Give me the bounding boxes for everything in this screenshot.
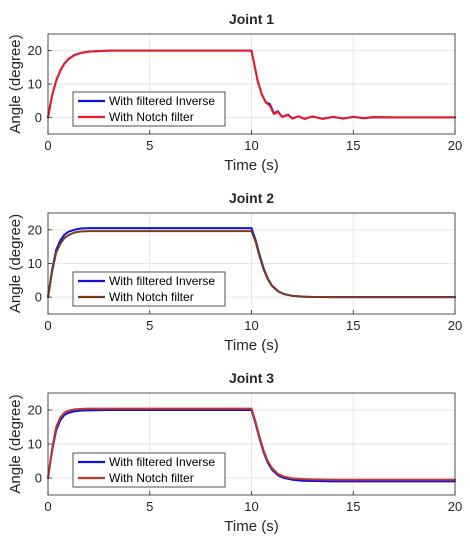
legend-box	[72, 271, 226, 307]
x-axis-label: Time (s)	[224, 518, 278, 535]
x-tick-label: 15	[346, 499, 360, 514]
legend-label: With Notch filter	[109, 110, 194, 124]
chart-title: Joint 3	[229, 370, 274, 386]
series-line-notch-filter	[47, 407, 456, 481]
x-tick-label: 10	[244, 138, 258, 153]
chart-title: Joint 1	[229, 11, 274, 27]
x-tick-label: 0	[44, 499, 51, 514]
legend: With filtered Inverse With Notch filter	[72, 271, 226, 307]
y-tick-label: 0	[35, 471, 42, 486]
series-line-notch-filter	[47, 49, 456, 120]
legend-label: With Notch filter	[109, 471, 194, 485]
legend-label: With Notch filter	[109, 290, 194, 304]
legend-label: With filtered Inverse	[109, 455, 215, 469]
y-tick-label: 10	[28, 437, 42, 452]
chart-panel-1: 0 5 10 15 20 0 10 20 Joint 1 Time (s) Angle (degre…	[7, 11, 462, 174]
y-axis-label: Angle (degree)	[7, 394, 24, 493]
y-tick-label: 20	[28, 222, 42, 237]
series-line-notch-filter	[47, 230, 456, 299]
x-tick-label: 20	[448, 318, 462, 333]
y-tick-label: 20	[28, 403, 42, 418]
chart-panel-3: 0 5 10 15 20 0 10 20 Joint 3 Time (s) Angle (degre…	[7, 370, 462, 535]
legend: With filtered Inverse With Notch filter	[72, 452, 226, 488]
legend-label: With filtered Inverse	[109, 94, 215, 108]
x-axis-label: Time (s)	[224, 157, 278, 174]
x-tick-label: 0	[44, 318, 51, 333]
x-tick-label: 10	[244, 499, 258, 514]
y-axis-label: Angle (degree)	[7, 214, 24, 313]
x-tick-label: 5	[146, 138, 153, 153]
chart-title: Joint 2	[229, 190, 274, 206]
x-tick-label: 15	[346, 318, 360, 333]
y-tick-label: 20	[28, 43, 42, 58]
legend: With filtered Inverse With Notch filter	[72, 91, 226, 127]
y-tick-label: 10	[28, 77, 42, 92]
x-tick-label: 5	[146, 318, 153, 333]
x-tick-label: 20	[448, 138, 462, 153]
x-axis-label: Time (s)	[224, 337, 278, 354]
legend-box	[72, 452, 226, 488]
y-axis-label: Angle (degree)	[7, 34, 24, 133]
x-tick-label: 5	[146, 499, 153, 514]
legend-box	[72, 91, 226, 127]
chart-panel-2: 0 5 10 15 20 0 10 20 Joint 2 Time (s) Angle (degre…	[7, 190, 462, 354]
y-tick-label: 0	[35, 290, 42, 305]
x-tick-label: 15	[346, 138, 360, 153]
x-tick-label: 10	[244, 318, 258, 333]
x-tick-label: 20	[448, 499, 462, 514]
legend-label: With filtered Inverse	[109, 274, 215, 288]
y-tick-label: 0	[35, 110, 42, 125]
y-tick-label: 10	[28, 256, 42, 271]
x-tick-label: 0	[44, 138, 51, 153]
